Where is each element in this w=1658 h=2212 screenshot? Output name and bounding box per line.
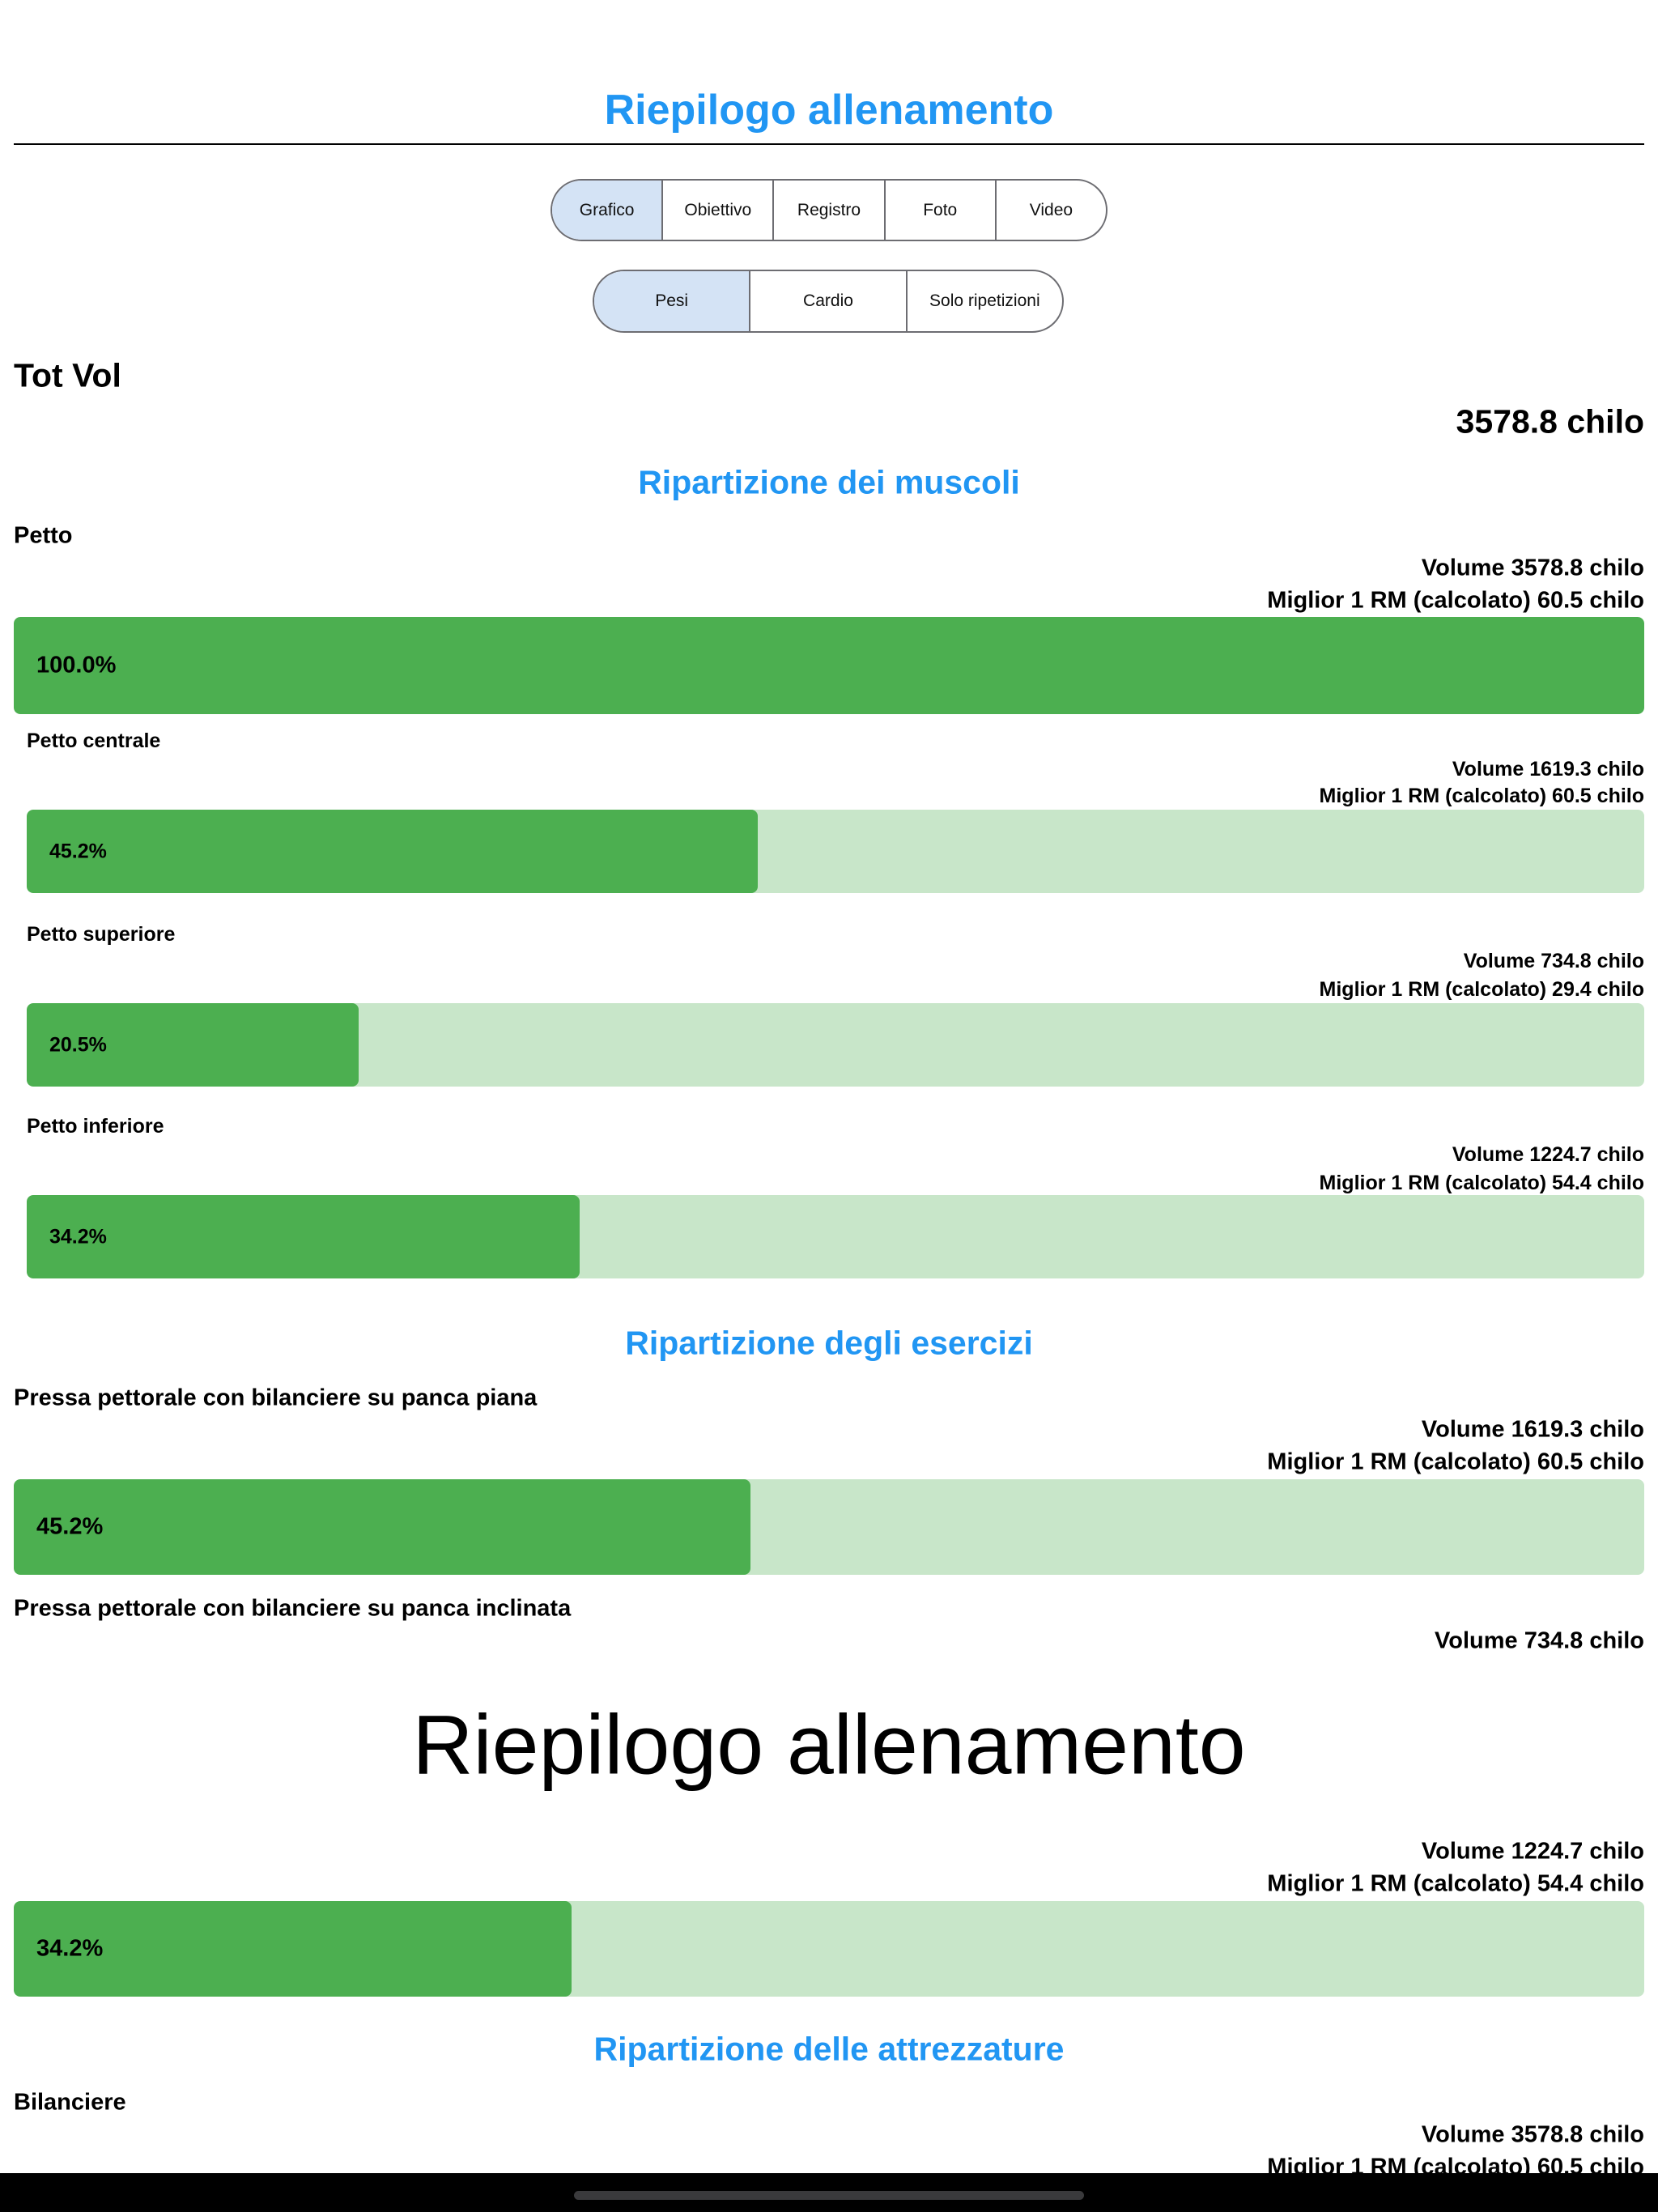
exercise-rm: Miglior 1 RM (calcolato) 54.4 chilo bbox=[1267, 1870, 1644, 1897]
bar-fill bbox=[14, 1901, 572, 1997]
exercise-name: Pressa pettorale con bilanciere su panca… bbox=[14, 1385, 538, 1411]
equipment-volume: Volume 3578.8 chilo bbox=[1421, 2121, 1644, 2148]
muscles-section-title: Ripartizione dei muscoli bbox=[638, 463, 1020, 501]
bar-percent: 34.2% bbox=[49, 1225, 107, 1248]
muscle-volume: Volume 734.8 chilo bbox=[1463, 950, 1644, 972]
home-indicator[interactable] bbox=[574, 2191, 1084, 2200]
type-tab-bar: Pesi Cardio Solo ripetizioni bbox=[593, 270, 1064, 333]
muscle-bar: 45.2% bbox=[27, 810, 1644, 893]
muscle-rm: Miglior 1 RM (calcolato) 60.5 chilo bbox=[1319, 785, 1644, 807]
tab-grafico[interactable]: Grafico bbox=[552, 181, 662, 240]
muscle-group-rm: Miglior 1 RM (calcolato) 60.5 chilo bbox=[1267, 587, 1644, 614]
exercise-bar: 45.2% bbox=[14, 1479, 1644, 1575]
exercise-volume: Volume 1224.7 chilo bbox=[1421, 1838, 1644, 1865]
tab-registro[interactable]: Registro bbox=[772, 181, 883, 240]
bar-fill bbox=[27, 1195, 580, 1278]
bar-fill bbox=[14, 1479, 751, 1575]
exercise-rm: Miglior 1 RM (calcolato) 60.5 chilo bbox=[1267, 1448, 1644, 1475]
bar-fill bbox=[27, 810, 759, 893]
bar-fill bbox=[14, 617, 1644, 714]
total-volume-label: Tot Vol bbox=[14, 356, 121, 394]
muscle-volume: Volume 1224.7 chilo bbox=[1452, 1143, 1644, 1166]
tab-foto[interactable]: Foto bbox=[883, 181, 995, 240]
muscle-bar: 20.5% bbox=[27, 1003, 1644, 1087]
tab-cardio[interactable]: Cardio bbox=[749, 271, 905, 331]
header-divider bbox=[14, 143, 1644, 145]
exercises-section-title: Ripartizione degli esercizi bbox=[625, 1324, 1033, 1362]
equipment-name: Bilanciere bbox=[14, 2089, 126, 2116]
muscle-rm: Miglior 1 RM (calcolato) 29.4 chilo bbox=[1319, 978, 1644, 1001]
exercise-name: Pressa pettorale con bilanciere su panca… bbox=[14, 1595, 572, 1622]
muscle-group-bar: 100.0% bbox=[14, 617, 1644, 714]
overlay-title: Riepilogo allenamento bbox=[412, 1698, 1246, 1793]
muscle-name: Petto centrale bbox=[27, 730, 161, 752]
muscle-bar: 34.2% bbox=[27, 1195, 1644, 1278]
page-title: Riepilogo allenamento bbox=[604, 86, 1054, 134]
tab-video[interactable]: Video bbox=[994, 181, 1106, 240]
tab-pesi[interactable]: Pesi bbox=[594, 271, 750, 331]
bar-percent: 45.2% bbox=[36, 1513, 104, 1540]
tab-obiettivo[interactable]: Obiettivo bbox=[661, 181, 772, 240]
exercise-volume: Volume 1619.3 chilo bbox=[1421, 1416, 1644, 1443]
muscle-name: Petto inferiore bbox=[27, 1115, 164, 1138]
bar-fill bbox=[27, 1003, 359, 1087]
tab-solo-ripetizioni[interactable]: Solo ripetizioni bbox=[905, 271, 1062, 331]
bottom-bar bbox=[0, 2173, 1658, 2212]
exercise-volume: Volume 734.8 chilo bbox=[1435, 1627, 1644, 1654]
main-tab-bar: Grafico Obiettivo Registro Foto Video bbox=[551, 179, 1107, 241]
bar-percent: 100.0% bbox=[36, 652, 117, 678]
bar-percent: 45.2% bbox=[49, 840, 107, 862]
muscle-rm: Miglior 1 RM (calcolato) 54.4 chilo bbox=[1319, 1172, 1644, 1194]
muscle-volume: Volume 1619.3 chilo bbox=[1452, 758, 1644, 781]
muscle-name: Petto superiore bbox=[27, 923, 176, 946]
total-volume-value: 3578.8 chilo bbox=[1456, 402, 1644, 440]
muscle-group-volume: Volume 3578.8 chilo bbox=[1421, 555, 1644, 581]
muscle-group-name: Petto bbox=[14, 522, 73, 549]
bar-percent: 34.2% bbox=[36, 1935, 104, 1962]
equipment-section-title: Ripartizione delle attrezzature bbox=[593, 2030, 1065, 2068]
exercise-bar: 34.2% bbox=[14, 1901, 1644, 1997]
bar-percent: 20.5% bbox=[49, 1033, 107, 1056]
